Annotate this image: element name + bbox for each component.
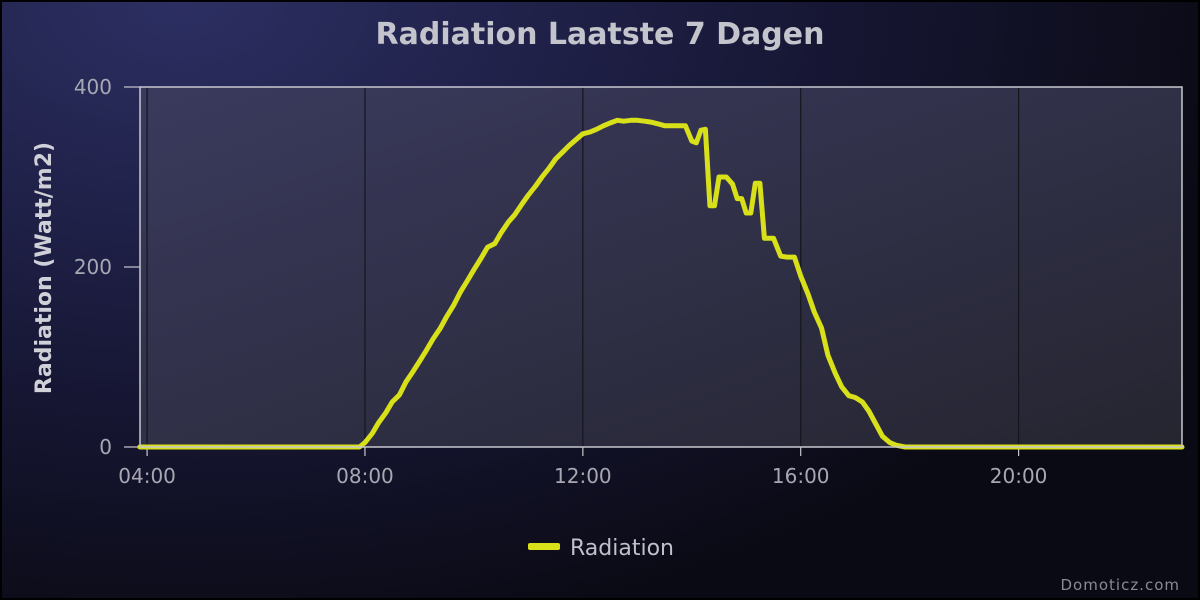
legend-label-radiation[interactable]: Radiation (570, 536, 674, 561)
x-tick-label: 04:00 (118, 464, 176, 488)
plot-area (140, 87, 1182, 447)
x-tick-label: 16:00 (772, 464, 830, 488)
x-tick-label: 08:00 (336, 464, 394, 488)
y-axis-label: Radiation (Watt/m2) (32, 142, 57, 394)
plot-border (139, 86, 1183, 448)
x-axis-ticks: 04:00 08:00 12:00 16:00 20:00 (118, 447, 1047, 488)
x-tick-label: 12:00 (554, 464, 612, 488)
credit-text[interactable]: Domoticz.com (1061, 576, 1181, 594)
series-line-radiation (137, 117, 1185, 450)
legend[interactable]: Radiation (528, 536, 674, 561)
chart-title: Radiation Laatste 7 Dagen (376, 17, 825, 52)
y-tick-label: 200 (74, 255, 112, 279)
gridlines (146, 87, 1020, 447)
y-tick-label: 0 (99, 435, 112, 459)
legend-swatch-radiation (528, 543, 560, 550)
y-tick-label: 400 (74, 75, 112, 99)
y-axis-ticks: 0 200 400 (74, 75, 140, 459)
x-tick-label: 20:00 (990, 464, 1048, 488)
